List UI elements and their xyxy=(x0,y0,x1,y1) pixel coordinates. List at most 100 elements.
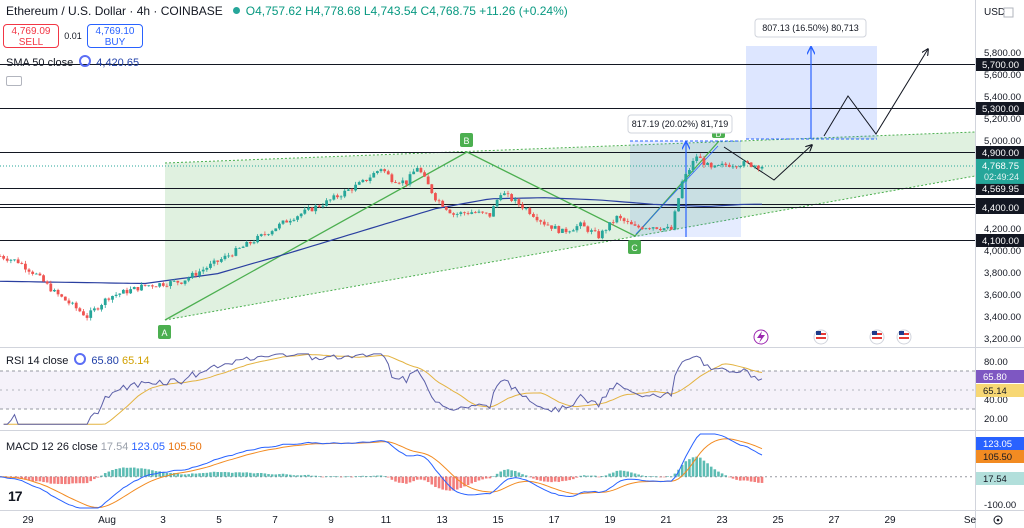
settings-gear-icon[interactable] xyxy=(993,515,1003,525)
macd-hist-bar xyxy=(582,475,586,477)
sma-legend[interactable]: SMA 50 close 4,420.65 xyxy=(6,55,139,69)
us-flag-event-icon[interactable] xyxy=(813,329,829,345)
candle-body xyxy=(140,284,143,291)
candle-body xyxy=(198,271,201,276)
macd-hist-bar xyxy=(579,475,582,477)
candle-body xyxy=(172,280,176,282)
macd-hist-bar xyxy=(365,476,368,477)
candle-body xyxy=(412,171,416,175)
time-tick-label: 11 xyxy=(381,515,392,526)
price-pane: A B C D 817.19 (20.02%) 81,719 807.13 (1… xyxy=(0,18,976,345)
buy-button[interactable]: 4,769.10 BUY xyxy=(87,24,143,48)
macd-hist-bar xyxy=(619,470,622,477)
price-axis[interactable]: 5,800.00 5,600.00 5,400.00 5,200.00 5,000.00… xyxy=(984,48,1021,345)
candle-body xyxy=(517,199,521,205)
candle-body xyxy=(85,315,89,318)
macd-hist-value: 17.54 xyxy=(100,441,129,453)
macd-hist-bar xyxy=(56,476,60,484)
candle-body xyxy=(492,206,495,217)
macd-hist-bar xyxy=(376,475,379,477)
currency-label[interactable]: USD xyxy=(984,7,1005,18)
candle-body xyxy=(597,231,601,239)
candle-body xyxy=(42,275,45,282)
macd-hist-bar xyxy=(212,471,216,477)
candle-body xyxy=(386,171,390,175)
candle-body xyxy=(259,234,263,236)
macd-hist-bar xyxy=(455,476,459,490)
candles[interactable] xyxy=(0,153,764,321)
earnings-lightning-icon[interactable] xyxy=(753,329,769,345)
candle-body xyxy=(223,255,227,260)
point-label-a[interactable]: A xyxy=(158,325,171,339)
horizontal-levels xyxy=(0,64,975,241)
candle-body xyxy=(339,196,343,198)
candle-body xyxy=(274,228,278,232)
candle-body xyxy=(0,256,2,257)
candle-body xyxy=(390,174,394,183)
point-label-c[interactable]: C xyxy=(628,240,641,254)
macd-hist-bar xyxy=(408,476,412,483)
macd-hist-bar xyxy=(129,467,132,477)
macd-hist-bar xyxy=(394,476,397,482)
candle-body xyxy=(238,247,241,249)
candle-body xyxy=(49,283,53,292)
macd-hist-bar xyxy=(42,476,45,483)
us-flag-event-icon[interactable] xyxy=(869,329,885,345)
candle-body xyxy=(379,169,383,172)
macd-hist-bar xyxy=(423,476,426,481)
macd-signal-value: 105.50 xyxy=(168,441,202,453)
macd-hist-bar xyxy=(165,473,169,477)
macd-hist-bar xyxy=(601,475,604,477)
candle-body xyxy=(532,214,535,217)
macd-hist-bar xyxy=(31,476,34,482)
macd-hist-bar xyxy=(74,476,78,484)
candle-body xyxy=(169,281,172,287)
macd-legend[interactable]: MACD 12 26 close 17.54 123.05 105.50 xyxy=(6,441,202,453)
tradingview-logo[interactable]: 17 xyxy=(8,488,23,504)
candle-body xyxy=(368,177,372,181)
macd-hist-bar xyxy=(477,476,481,481)
rsi-label: RSI 14 close xyxy=(6,355,69,367)
time-axis[interactable]: 29 Aug 3 5 7 9 11 13 15 17 19 21 23 25 27 29 Se xyxy=(22,515,976,526)
macd-hist-bar xyxy=(53,476,56,484)
rsi-legend[interactable]: RSI 14 close 65.80 65.14 xyxy=(6,353,150,367)
collapse-legend-icon[interactable] xyxy=(6,76,22,86)
candle-body xyxy=(470,212,474,214)
macd-hist-bar xyxy=(114,468,118,477)
currency-dropdown-icon[interactable] xyxy=(1003,7,1014,18)
macd-hist-bar xyxy=(608,473,611,477)
us-flag-event-icon[interactable] xyxy=(896,329,912,345)
macd-hist-bar xyxy=(720,473,724,477)
level-tag xyxy=(976,58,1024,71)
macd-hist-bar xyxy=(709,466,713,477)
candle-body xyxy=(430,184,434,194)
time-tick-label: 7 xyxy=(272,515,278,526)
rsi-value: 65.80 xyxy=(91,355,119,367)
macd-hist-bar xyxy=(499,471,503,477)
macd-hist-bar xyxy=(321,476,325,478)
candle-body xyxy=(183,280,187,284)
candle-body xyxy=(550,225,553,229)
macd-hist-bar xyxy=(572,476,575,480)
macd-hist-bar xyxy=(673,473,677,477)
candle-body xyxy=(408,174,412,185)
indicator-settings-icon[interactable] xyxy=(74,353,87,365)
candle-body xyxy=(746,161,749,163)
symbol-title[interactable]: Ethereum / U.S. Dollar · 4h · COINBASE xyxy=(6,4,223,18)
point-label-b[interactable]: B xyxy=(460,133,473,147)
macd-hist-bar xyxy=(318,476,321,477)
macd-hist-bar xyxy=(299,475,303,477)
svg-text:A: A xyxy=(161,328,167,338)
sma-50-line[interactable] xyxy=(0,197,762,285)
sell-button[interactable]: 4,769.09 SELL xyxy=(3,24,59,48)
candle-body xyxy=(590,230,593,232)
macd-hist-bar xyxy=(590,475,593,477)
macd-hist-bar xyxy=(481,476,484,480)
indicator-settings-icon[interactable] xyxy=(79,55,92,67)
macd-hist-bar xyxy=(412,476,415,482)
candle-body xyxy=(299,213,303,217)
macd-hist-bar xyxy=(503,469,506,477)
candle-body xyxy=(444,206,448,210)
macd-hist-bar xyxy=(325,476,328,478)
